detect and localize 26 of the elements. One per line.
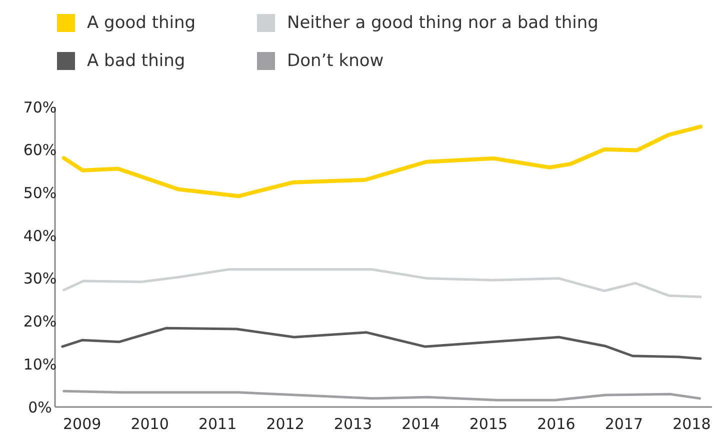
y-tick-label: 30% [23, 270, 57, 288]
y-tick-label: 70% [23, 98, 57, 116]
x-tick-label: 2009 [63, 415, 102, 433]
x-tick-label: 2014 [402, 415, 440, 433]
y-tick-label: 40% [23, 226, 57, 245]
y-tick-label: 0% [28, 398, 52, 416]
y-tick-label: 60% [23, 141, 57, 160]
y-tick-label: 50% [23, 184, 57, 202]
legend-label: Don’t know [287, 51, 384, 71]
x-tick-label: 2010 [130, 415, 169, 433]
x-tick-label: 2013 [334, 415, 372, 433]
y-tick-label: 10% [23, 355, 57, 374]
line-series [62, 268, 702, 298]
line-series [62, 124, 702, 198]
x-tick-label: 2015 [469, 415, 508, 433]
legend-label: Neither a good thing nor a bad thing [287, 13, 598, 33]
x-tick-label: 2018 [672, 415, 711, 433]
legend-label: A good thing [87, 13, 196, 33]
x-tick-label: 2016 [537, 415, 576, 433]
line-series [62, 390, 702, 402]
legend-label: A bad thing [87, 51, 186, 71]
x-tick-label: 2012 [266, 415, 304, 433]
x-tick-label: 2011 [198, 415, 237, 433]
line-series [61, 326, 702, 360]
y-tick-label: 20% [23, 312, 57, 331]
x-tick-label: 2017 [604, 415, 644, 433]
